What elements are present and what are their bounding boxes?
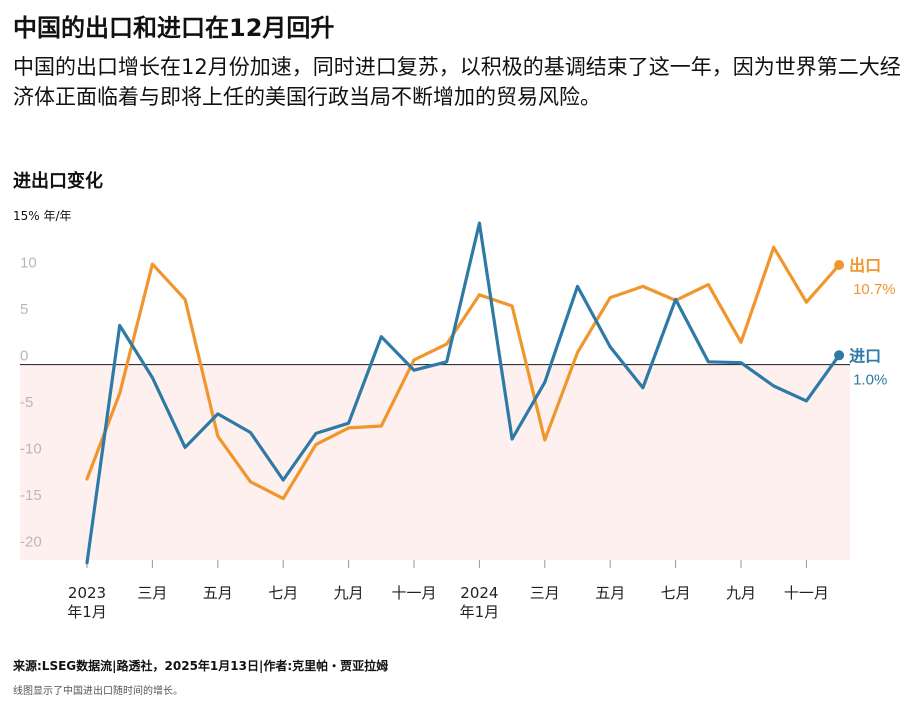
chart-description: 线图显示了中国进出口随时间的增长。 bbox=[13, 686, 183, 697]
x-tick-label: 2023 bbox=[68, 584, 106, 602]
chart-subtitle: 中国的出口增长在12月份加速，同时进口复苏，以积极的基调结束了这一年，因为世界第… bbox=[13, 55, 901, 109]
x-tick-label: 九月 bbox=[726, 584, 756, 602]
x-tick-label: 年1月 bbox=[67, 603, 107, 621]
x-tick-label: 十一月 bbox=[784, 584, 829, 602]
x-tick-label: 三月 bbox=[530, 584, 560, 602]
x-tick-label: 十一月 bbox=[391, 584, 436, 602]
series-line-exports bbox=[85, 245, 841, 501]
x-tick-label: 九月 bbox=[334, 584, 364, 602]
series-end-marker-imports bbox=[834, 350, 845, 361]
negative-region-shading bbox=[20, 364, 850, 560]
series-name-label: 出口 bbox=[849, 256, 881, 275]
x-tick-label: 七月 bbox=[661, 584, 691, 602]
chart-title: 中国的出口和进口在12月回升 bbox=[13, 14, 335, 42]
y-tick-label: -10 bbox=[20, 441, 42, 458]
y-axis-unit-label: 15% 年/年 bbox=[13, 209, 72, 223]
x-tick-label: 五月 bbox=[203, 584, 233, 602]
x-tick-label: 三月 bbox=[137, 584, 167, 602]
y-tick-label: 5 bbox=[20, 301, 28, 318]
y-tick-label: 10 bbox=[20, 255, 37, 272]
chart-heading: 进出口变化 bbox=[13, 171, 103, 192]
series-line-imports bbox=[85, 221, 841, 565]
y-tick-label: -20 bbox=[20, 534, 42, 551]
series-end-marker-exports bbox=[834, 260, 845, 271]
y-tick-label: -5 bbox=[20, 394, 33, 411]
series-end-value-label: 10.7% bbox=[853, 281, 896, 298]
y-tick-label: -15 bbox=[20, 487, 42, 504]
x-tick-label: 年1月 bbox=[460, 603, 500, 621]
source-line: 来源:LSEG数据流|路透社，2025年1月13日|作者:克里帕・贾亚拉姆 bbox=[13, 659, 389, 673]
x-tick-label: 七月 bbox=[268, 584, 298, 602]
y-tick-label: 0 bbox=[20, 348, 28, 365]
x-tick-label: 2024 bbox=[460, 584, 498, 602]
series-name-label: 进口 bbox=[849, 346, 881, 365]
x-tick-label: 五月 bbox=[595, 584, 625, 602]
series-end-value-label: 1.0% bbox=[853, 371, 887, 388]
